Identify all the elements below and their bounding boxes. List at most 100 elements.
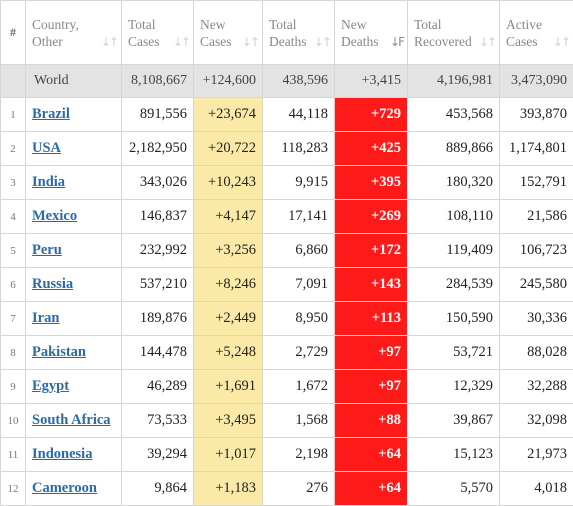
- total-cases-cell: 9,864: [121, 471, 194, 506]
- total-cases-cell: 343,026: [121, 165, 194, 200]
- active-cases-header-line2: Cases: [506, 33, 538, 49]
- rank-cell: 4: [0, 199, 26, 234]
- active-cases-cell: 4,018: [499, 471, 573, 506]
- total-recovered-cell: 889,866: [407, 131, 500, 166]
- active-cases-header[interactable]: Active Cases ↓↑: [499, 0, 573, 65]
- total-deaths-cell: 9,915: [262, 165, 335, 200]
- country-link[interactable]: Egypt: [32, 378, 70, 394]
- total-recovered-header-line2: Recovered: [414, 33, 472, 49]
- country-link[interactable]: Mexico: [32, 208, 78, 224]
- total-recovered-cell: 53,721: [407, 335, 500, 370]
- country-link[interactable]: Peru: [32, 242, 62, 258]
- header-row: # Country, Other ↓↑ Total Cases ↓↑ New Cases ↓…: [0, 0, 573, 65]
- new-deaths-cell: +97: [334, 369, 408, 404]
- total-cases-cell: 2,182,950: [121, 131, 194, 166]
- country-cell: Pakistan: [25, 335, 122, 370]
- total-recovered-cell: 453,568: [407, 97, 500, 132]
- country-link[interactable]: Russia: [32, 276, 74, 292]
- sort-arrows-icon[interactable]: ↓↑: [313, 35, 332, 49]
- world-name: World: [25, 64, 122, 98]
- new-cases-cell: +2,449: [193, 301, 263, 336]
- total-recovered-cell: 5,570: [407, 471, 500, 506]
- world-total-deaths: 438,596: [262, 64, 335, 98]
- new-cases-cell: +3,256: [193, 233, 263, 268]
- active-cases-cell: 152,791: [499, 165, 573, 200]
- total-cases-cell: 144,478: [121, 335, 194, 370]
- total-recovered-cell: 108,110: [407, 199, 500, 234]
- total-deaths-header-line2: Deaths: [269, 33, 307, 49]
- sort-arrows-icon[interactable]: ↓↑: [241, 35, 260, 49]
- total-cases-header-line1: Total: [128, 16, 156, 32]
- country-link[interactable]: Indonesia: [32, 446, 93, 462]
- active-cases-cell: 88,028: [499, 335, 573, 370]
- active-cases-cell: 21,586: [499, 199, 573, 234]
- table-row: 1 Brazil 891,556 +23,674 44,118 +729 453,568 39…: [0, 97, 573, 132]
- total-deaths-cell: 1,568: [262, 403, 335, 438]
- new-deaths-cell: +143: [334, 267, 408, 302]
- active-cases-header-line1: Active: [506, 16, 542, 32]
- table-row: 10 South Africa 73,533 +3,495 1,568 +88 39,867…: [0, 403, 573, 438]
- country-link[interactable]: Cameroon: [32, 480, 97, 496]
- rank-cell: 5: [0, 233, 26, 268]
- new-cases-cell: +1,017: [193, 437, 263, 472]
- new-cases-header-line2: Cases: [200, 33, 232, 49]
- total-recovered-cell: 284,539: [407, 267, 500, 302]
- rank-cell: 7: [0, 301, 26, 336]
- total-recovered-header[interactable]: Total Recovered ↓↑: [407, 0, 500, 65]
- new-cases-cell: +20,722: [193, 131, 263, 166]
- sort-arrows-icon[interactable]: ↓↑: [172, 35, 191, 49]
- new-deaths-cell: +172: [334, 233, 408, 268]
- country-header[interactable]: Country, Other ↓↑: [25, 0, 122, 65]
- table-row: 6 Russia 537,210 +8,246 7,091 +143 284,539 245,…: [0, 267, 573, 302]
- total-deaths-cell: 118,283: [262, 131, 335, 166]
- world-row: World 8,108,667 +124,600 438,596 +3,415 …: [0, 64, 573, 98]
- new-deaths-header[interactable]: New Deaths ↓F: [334, 0, 408, 65]
- new-cases-header[interactable]: New Cases ↓↑: [193, 0, 263, 65]
- new-deaths-header-line2: Deaths: [341, 33, 379, 49]
- sort-arrows-icon[interactable]: ↓↑: [552, 35, 571, 49]
- world-new-cases: +124,600: [193, 64, 263, 98]
- country-link[interactable]: Pakistan: [32, 344, 86, 360]
- country-cell: Russia: [25, 267, 122, 302]
- world-active-cases: 3,473,090: [499, 64, 573, 98]
- table-row: 8 Pakistan 144,478 +5,248 2,729 +97 53,721 88,0…: [0, 335, 573, 370]
- new-deaths-cell: +113: [334, 301, 408, 336]
- total-cases-header-line2: Cases: [128, 33, 160, 49]
- sort-descending-icon[interactable]: ↓F: [390, 35, 405, 49]
- country-link[interactable]: Iran: [32, 310, 60, 326]
- country-link[interactable]: USA: [32, 140, 62, 156]
- new-cases-cell: +4,147: [193, 199, 263, 234]
- total-deaths-cell: 2,198: [262, 437, 335, 472]
- new-cases-cell: +23,674: [193, 97, 263, 132]
- new-cases-cell: +5,248: [193, 335, 263, 370]
- table-row: 12 Cameroon 9,864 +1,183 276 +64 5,570 4,018: [0, 471, 573, 506]
- active-cases-cell: 32,098: [499, 403, 573, 438]
- sort-arrows-icon[interactable]: ↓↑: [100, 35, 119, 49]
- total-cases-cell: 146,837: [121, 199, 194, 234]
- rank-cell: 11: [0, 437, 26, 472]
- new-cases-cell: +10,243: [193, 165, 263, 200]
- total-recovered-cell: 180,320: [407, 165, 500, 200]
- rank-header: #: [0, 0, 26, 65]
- country-cell: Peru: [25, 233, 122, 268]
- country-cell: Brazil: [25, 97, 122, 132]
- total-cases-header[interactable]: Total Cases ↓↑: [121, 0, 194, 65]
- total-recovered-cell: 150,590: [407, 301, 500, 336]
- rank-cell: 2: [0, 131, 26, 166]
- country-link[interactable]: India: [32, 174, 66, 190]
- sort-arrows-icon[interactable]: ↓↑: [478, 35, 497, 49]
- new-deaths-cell: +425: [334, 131, 408, 166]
- total-cases-cell: 891,556: [121, 97, 194, 132]
- country-link[interactable]: Brazil: [32, 106, 70, 122]
- total-deaths-cell: 2,729: [262, 335, 335, 370]
- new-cases-cell: +1,691: [193, 369, 263, 404]
- new-deaths-cell: +97: [334, 335, 408, 370]
- new-cases-cell: +8,246: [193, 267, 263, 302]
- rank-cell: 12: [0, 471, 26, 506]
- total-deaths-header[interactable]: Total Deaths ↓↑: [262, 0, 335, 65]
- total-recovered-header-line1: Total: [414, 16, 442, 32]
- country-link[interactable]: South Africa: [32, 412, 111, 428]
- rank-header-label: #: [10, 25, 16, 39]
- rank-cell: 10: [0, 403, 26, 438]
- total-cases-cell: 73,533: [121, 403, 194, 438]
